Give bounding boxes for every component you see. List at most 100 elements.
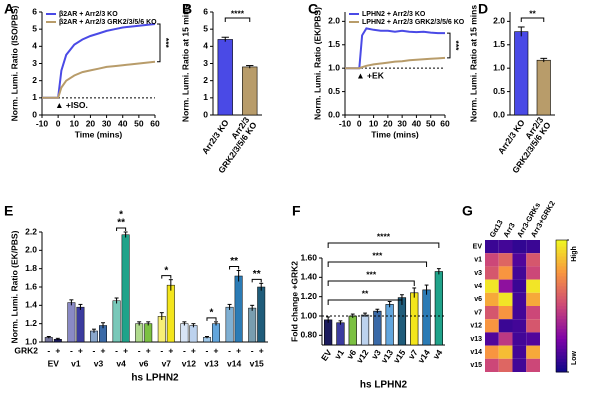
y-tick-label: 2 <box>32 75 37 85</box>
legend-label: LPHN2 + Arr2/3 GRK2/3/5/6 KO <box>362 19 465 26</box>
colorbar-step <box>556 368 567 373</box>
colorbar-step <box>556 296 567 300</box>
row-label: v3 <box>474 270 482 277</box>
x-axis-label: hs LPHN2 <box>131 373 179 384</box>
panel-letter: G <box>462 203 473 219</box>
panel-letter: E <box>4 203 13 219</box>
bar <box>385 304 394 346</box>
significance-label: ** <box>117 218 125 229</box>
heat-cell <box>526 319 540 333</box>
colorbar-step <box>556 355 567 360</box>
heat-cell <box>485 292 499 306</box>
heat-cell <box>526 292 540 306</box>
bar <box>67 302 76 343</box>
colorbar-step <box>556 322 567 327</box>
series-line <box>42 23 156 99</box>
comparison-bracket <box>327 242 440 248</box>
sign-label: + <box>168 345 173 355</box>
sign-label: + <box>191 345 196 355</box>
heat-cell <box>485 266 499 280</box>
bar <box>217 39 233 116</box>
legend-label: β2AR + Arr2/3 GRK2/3/5/6 KO <box>59 19 157 26</box>
y-tick-label: 1.8 <box>25 263 37 273</box>
comparison-label: *** <box>366 269 377 279</box>
heat-cell <box>512 253 527 267</box>
heat-cell <box>512 332 527 346</box>
heat-cell <box>498 253 513 267</box>
bar <box>360 314 370 346</box>
colorbar-step <box>556 243 567 248</box>
colorbar-step <box>556 302 567 307</box>
heat-cell <box>526 332 540 346</box>
colorbar-step <box>556 279 567 284</box>
x-tick-label: 50 <box>134 118 144 128</box>
row-label: v14 <box>470 349 482 356</box>
x-tick-label: v6 <box>139 358 149 368</box>
colorbar-step <box>556 348 567 353</box>
heat-cell <box>498 332 513 346</box>
colorbar-step <box>556 253 567 257</box>
colorbar-step <box>556 345 567 350</box>
colorbar-step <box>556 362 567 366</box>
bar <box>248 307 257 343</box>
x-tick-label: Arr2/3GRK2/3/5/6 KO <box>209 115 259 175</box>
colorbar-step <box>556 246 567 251</box>
x-tick-label: 20 <box>86 118 96 128</box>
panel-letter: B <box>182 1 192 17</box>
bar <box>234 275 243 343</box>
y-axis-label: Fold change +GRK2 <box>289 261 299 342</box>
y-tick-label: 5 <box>203 23 208 33</box>
comparison-bracket <box>327 299 403 305</box>
row-label: EV <box>473 243 483 250</box>
heat-cell <box>498 319 513 333</box>
colorbar-step <box>556 339 567 343</box>
colorbar-step <box>556 319 567 323</box>
y-tick-label: 1.4 <box>25 300 37 310</box>
colorbar-step <box>556 325 567 330</box>
heat-cell <box>526 279 540 293</box>
heat-cell <box>526 240 540 254</box>
heat-cell <box>485 279 499 293</box>
y-axis-label: Norm. Lumi. Ratio (ISO/PBS) <box>9 5 19 121</box>
colorbar-step <box>556 312 567 317</box>
x-tick-label: Arr2/3 KO <box>496 117 527 156</box>
sign-label: + <box>236 345 241 355</box>
heat-cell <box>512 319 527 333</box>
bar <box>157 316 166 343</box>
sign-label: - <box>183 345 186 355</box>
row-label: v1 <box>474 257 482 264</box>
significance-label: *** <box>451 41 461 52</box>
heat-cell <box>498 292 513 306</box>
heat-cell <box>526 358 540 372</box>
bar <box>514 31 529 116</box>
bar <box>336 322 345 346</box>
colorbar-step <box>556 292 567 297</box>
bar <box>434 271 443 346</box>
heat-cell <box>512 306 527 320</box>
y-tick-label: 1.5 <box>493 39 505 49</box>
bar <box>324 319 333 346</box>
x-tick-label: 40 <box>412 118 422 128</box>
sign-label: - <box>160 345 163 355</box>
x-tick-label: v13 <box>204 358 218 368</box>
bar <box>135 323 144 343</box>
y-tick-label: 0.5 <box>328 86 340 96</box>
sign-label: - <box>251 345 254 355</box>
heat-cell <box>512 266 527 280</box>
y-tick-label: 2 <box>203 75 208 85</box>
bar <box>166 284 175 343</box>
y-axis-label: Norm. Lumi. Ratio (EK/PBS) <box>9 230 19 343</box>
bar <box>180 323 189 343</box>
significance-label: **** <box>231 8 245 18</box>
heat-cell <box>512 279 527 293</box>
bar <box>121 234 130 343</box>
significance-bracket <box>206 317 217 321</box>
x-tick-label: 0 <box>56 118 61 128</box>
y-tick-label: 6 <box>203 6 208 16</box>
series-line <box>42 60 156 99</box>
colorbar-label: High <box>571 246 578 262</box>
significance-bracket <box>251 278 262 283</box>
row-label: v7 <box>474 309 482 316</box>
y-tick-label: 1.5 <box>328 39 340 49</box>
